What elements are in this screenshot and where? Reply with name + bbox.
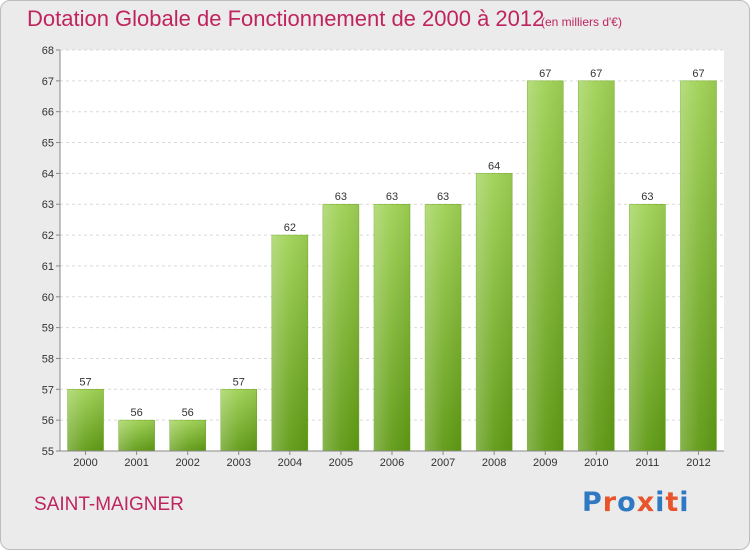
- bar-group: 63: [629, 191, 666, 452]
- y-tick-label: 65: [42, 138, 54, 150]
- bar-group: 57: [67, 376, 104, 452]
- bar-group: 57: [220, 376, 258, 452]
- bar-value-label: 63: [335, 191, 347, 203]
- bar-value-label: 56: [130, 407, 142, 419]
- bar-value-label: 57: [79, 376, 91, 388]
- bar-shine: [118, 420, 155, 451]
- bar-shine: [169, 420, 206, 451]
- bar-value-label: 62: [284, 222, 296, 234]
- bar-value-label: 63: [386, 191, 398, 203]
- logo-letter: t: [665, 487, 680, 518]
- x-tick-label: 2001: [124, 457, 148, 469]
- logo-letter: r: [602, 487, 618, 518]
- x-tick-label: 2006: [380, 457, 404, 469]
- x-tick-label: 2004: [278, 457, 302, 469]
- bar-group: 63: [373, 191, 411, 452]
- bar-shine: [322, 204, 359, 451]
- bar-shine: [374, 204, 410, 451]
- chart-title: Dotation Globale de Fonctionnement de 20…: [27, 6, 545, 31]
- axes: 55 56 57 58 59 60 61 62 63 64 65 66 67 68 2000 2001 2002…: [42, 45, 724, 469]
- commune-name: SAINT-MAIGNER: [34, 494, 184, 515]
- bar-shine: [476, 173, 513, 451]
- y-tick-label: 56: [42, 415, 54, 427]
- chart-unit: (en milliers d'€): [541, 15, 622, 29]
- bar-value-label: 67: [539, 68, 551, 80]
- bar-shine: [629, 204, 666, 451]
- x-tick-label: 2000: [73, 457, 97, 469]
- bar-group: 64: [475, 160, 513, 452]
- logo-letter: i: [655, 487, 666, 518]
- y-tick-label: 63: [42, 199, 54, 211]
- y-tick-label: 57: [42, 384, 54, 396]
- bar-value-label: 67: [590, 68, 602, 80]
- bar-value-label: 57: [233, 376, 245, 388]
- y-tick-label: 67: [42, 76, 54, 88]
- bar-shine: [220, 389, 257, 451]
- bars: 57 56 56 57 62 63 63 63 64 67 67 63 67: [67, 68, 717, 452]
- x-tick-label: 2007: [431, 457, 455, 469]
- bar-group: 63: [322, 191, 360, 452]
- x-tick-label: 2002: [175, 457, 199, 469]
- x-tick-label: 2010: [584, 457, 608, 469]
- bar-group: 56: [169, 407, 206, 452]
- bar-shine: [67, 389, 104, 451]
- proxiti-logo: Proxiti: [582, 487, 690, 518]
- y-tick-label: 55: [42, 446, 54, 458]
- y-tick-label: 64: [42, 168, 54, 180]
- x-tick-label: 2009: [533, 457, 557, 469]
- bar-shine: [527, 80, 564, 451]
- bar-shine: [425, 204, 462, 451]
- bar-group: 67: [578, 68, 615, 452]
- bar-group: 62: [271, 222, 309, 452]
- bar-group: 67: [526, 68, 564, 452]
- bar-shine: [271, 235, 308, 451]
- y-tick-label: 61: [42, 261, 54, 273]
- bar-shine: [680, 80, 717, 451]
- y-tick-label: 68: [42, 45, 54, 57]
- x-tick-label: 2012: [686, 457, 710, 469]
- logo-letter: P: [582, 487, 603, 518]
- x-tick-label: 2008: [482, 457, 506, 469]
- bar-value-label: 63: [641, 191, 653, 203]
- logo-letter: i: [679, 487, 690, 518]
- bar-group: 67: [680, 68, 717, 452]
- y-tick-label: 66: [42, 107, 54, 119]
- bar-group: 63: [424, 191, 462, 452]
- y-tick-label: 58: [42, 353, 54, 365]
- y-tick-label: 60: [42, 292, 54, 304]
- y-tick-label: 62: [42, 230, 54, 242]
- bar-shine: [578, 80, 615, 451]
- x-tick-label: 2005: [329, 457, 353, 469]
- x-tick-label: 2003: [227, 457, 251, 469]
- logo-letter: x: [636, 487, 656, 518]
- y-tick-label: 59: [42, 323, 54, 335]
- bar-value-label: 63: [437, 191, 449, 203]
- bar-group: 56: [118, 407, 155, 452]
- x-tick-label: 2011: [636, 457, 660, 469]
- bar-value-label: 64: [488, 160, 500, 172]
- bar-value-label: 67: [692, 68, 704, 80]
- bar-value-label: 56: [182, 407, 194, 419]
- logo-letter: o: [617, 487, 637, 518]
